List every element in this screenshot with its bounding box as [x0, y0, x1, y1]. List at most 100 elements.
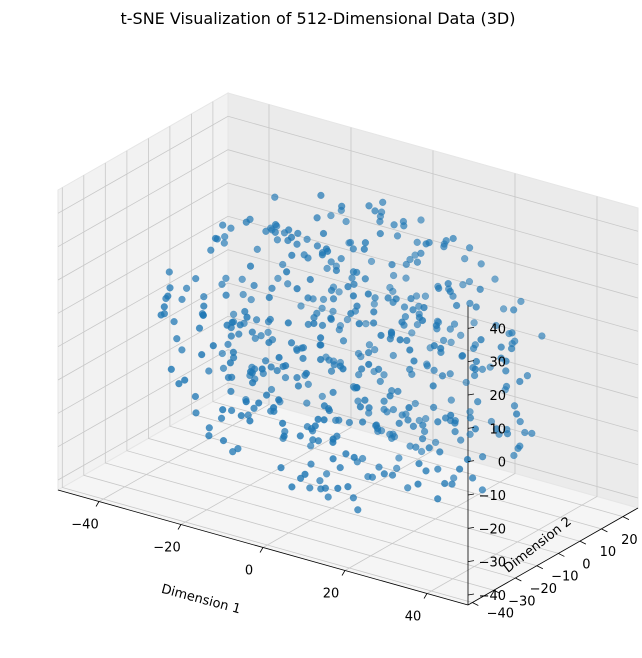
scatter-point	[508, 345, 516, 353]
scatter-point	[287, 339, 296, 347]
scatter-point	[296, 432, 304, 440]
scatter-point	[265, 293, 273, 302]
scatter-point	[273, 236, 282, 244]
z-tick-label: −20	[479, 522, 506, 537]
scatter-point	[267, 363, 275, 371]
z-tick-mark	[467, 593, 475, 596]
scatter-point	[403, 336, 411, 345]
scatter-point	[355, 371, 363, 379]
scatter-point	[219, 437, 228, 445]
grid-line-x	[344, 173, 516, 571]
scatter-point	[444, 280, 452, 288]
scatter-point	[228, 406, 236, 415]
scatter-point	[277, 464, 285, 472]
x-tick-label: 40	[405, 610, 422, 625]
scatter-point	[451, 419, 459, 427]
scatter-point	[344, 483, 352, 491]
scatter-point	[350, 453, 358, 462]
scatter-point	[329, 455, 337, 463]
scatter-point	[472, 303, 480, 311]
grid-line-z	[57, 182, 639, 299]
scatter-point	[436, 448, 444, 456]
scatter-point	[316, 477, 324, 485]
scatter-point	[386, 392, 394, 400]
scatter-point	[476, 285, 484, 293]
scatter-point	[404, 484, 412, 492]
scatter-point	[357, 353, 365, 361]
grid-line-y	[126, 150, 538, 567]
scatter-points	[157, 191, 546, 514]
scatter-point	[253, 316, 261, 324]
scatter-point	[462, 378, 470, 387]
scatter-point	[418, 447, 426, 456]
scatter-point	[376, 377, 384, 386]
scatter-point	[510, 451, 518, 460]
y-tick-label: −40	[487, 607, 514, 622]
z-tick-label: 20	[489, 389, 506, 404]
scatter-point	[456, 465, 464, 473]
scatter-point	[243, 313, 251, 321]
scatter-point	[410, 357, 418, 365]
grid-line-z	[57, 149, 639, 266]
grid-line-z	[57, 382, 639, 499]
scatter-point	[319, 229, 328, 238]
x-tick-mark	[95, 501, 100, 507]
grid-line-y	[83, 175, 494, 591]
scatter-point	[358, 365, 366, 373]
scatter-point	[219, 364, 228, 372]
scatter-point	[356, 403, 365, 411]
scatter-point	[345, 418, 354, 427]
scatter-point	[419, 435, 427, 443]
scatter-point	[434, 465, 442, 473]
scatter-point	[250, 281, 258, 290]
scatter-point	[373, 424, 382, 433]
scatter-point	[422, 415, 430, 423]
scatter-point	[250, 404, 258, 412]
scatter-point	[327, 212, 335, 220]
scatter-point	[437, 344, 445, 353]
scatter-point	[306, 484, 314, 492]
scatter-point	[471, 365, 480, 373]
scatter-point	[457, 436, 465, 444]
scatter-point	[285, 226, 293, 234]
x-tick-label: 20	[323, 587, 340, 602]
scatter-point	[229, 348, 238, 356]
scatter-point	[492, 321, 500, 330]
scatter-point	[355, 320, 363, 328]
scatter-point	[442, 237, 450, 245]
scatter-point	[318, 321, 327, 330]
scatter-point	[339, 337, 348, 345]
scatter-point	[228, 373, 236, 381]
scatter-point	[478, 486, 487, 494]
y-tick-label: −20	[530, 582, 557, 597]
scatter-point	[364, 290, 372, 298]
scatter-point	[516, 418, 524, 426]
scatter-point	[303, 399, 311, 407]
scatter-point	[497, 343, 505, 351]
scatter-point	[359, 454, 367, 463]
scatter-point	[288, 483, 296, 491]
scatter-point	[236, 321, 244, 329]
scatter-point	[470, 319, 478, 327]
scatter-point	[334, 484, 342, 492]
scatter-point	[440, 336, 448, 345]
z-tick-mark	[467, 526, 475, 529]
scatter-point	[195, 324, 204, 332]
scatter-point	[275, 353, 283, 362]
scatter-point	[255, 399, 263, 407]
scatter-point	[320, 402, 329, 410]
scatter-point	[434, 495, 442, 503]
scatter-point	[265, 338, 273, 347]
scatter-point	[205, 367, 213, 375]
scatter-point	[471, 371, 479, 380]
scatter-point	[502, 367, 510, 375]
scatter-point	[304, 294, 312, 302]
scatter-point	[472, 357, 481, 366]
scatter-point	[380, 371, 388, 379]
scatter-point	[311, 422, 319, 430]
scatter-point	[339, 365, 347, 373]
scatter-point	[262, 357, 270, 365]
scatter-point	[335, 416, 343, 424]
scatter-point	[281, 374, 290, 382]
